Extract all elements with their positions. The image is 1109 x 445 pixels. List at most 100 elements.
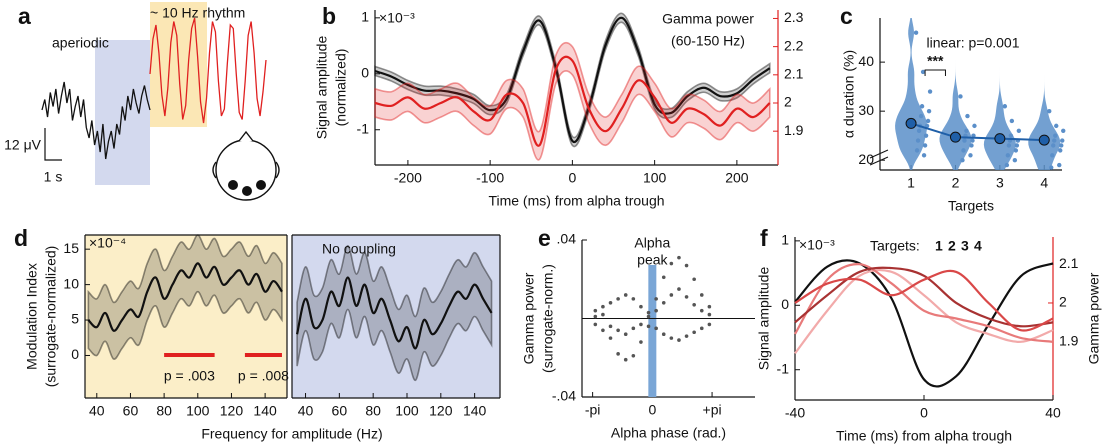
y-axis-label: (surrogate-normalized) bbox=[43, 246, 59, 388]
significance-label: p = .008 bbox=[238, 368, 289, 384]
legend-entry: 3 bbox=[961, 238, 969, 254]
data-point bbox=[654, 297, 658, 301]
y-axis-label: Gamma power bbox=[521, 272, 537, 364]
trace bbox=[149, 17, 267, 124]
data-point bbox=[922, 143, 928, 148]
data-point bbox=[601, 328, 605, 333]
line bbox=[374, 16, 771, 144]
data-point bbox=[1051, 143, 1056, 148]
data-point bbox=[1053, 133, 1058, 138]
y2-tick-label: 2.1 bbox=[1059, 255, 1079, 271]
data-point bbox=[1057, 162, 1062, 168]
data-point bbox=[623, 293, 628, 297]
x-tick-label: 3 bbox=[996, 175, 1004, 191]
y2-tick-label: 1.9 bbox=[784, 122, 804, 138]
data-point bbox=[972, 123, 977, 129]
data-point bbox=[924, 123, 930, 129]
data-point bbox=[646, 310, 651, 315]
legend-entry: 2 bbox=[948, 238, 956, 254]
line bbox=[794, 268, 1054, 355]
highlight-band bbox=[648, 265, 657, 397]
significance-label: *** bbox=[927, 53, 944, 69]
y-axis-label: (surrogate-norm.) bbox=[540, 264, 556, 373]
data-point bbox=[969, 143, 974, 148]
data-point bbox=[639, 322, 643, 327]
mean-marker bbox=[1038, 134, 1050, 146]
data-point bbox=[677, 338, 681, 342]
data-point bbox=[1014, 143, 1020, 148]
data-point bbox=[677, 255, 681, 260]
y-multiplier: ×10⁻⁴ bbox=[89, 235, 126, 251]
data-point bbox=[692, 302, 696, 307]
data-point bbox=[1060, 138, 1065, 143]
data-point bbox=[1002, 104, 1008, 109]
y-tick-label: 15 bbox=[63, 240, 79, 256]
data-point bbox=[608, 324, 613, 329]
data-point bbox=[593, 322, 598, 327]
data-point bbox=[918, 113, 924, 119]
y-tick-label: 1 bbox=[361, 9, 369, 25]
plot-background bbox=[292, 235, 500, 398]
y2-axis-label: Gamma power bbox=[662, 11, 754, 27]
data-point bbox=[654, 326, 658, 331]
y-tick-label: -1 bbox=[357, 120, 370, 136]
data-point bbox=[669, 261, 674, 266]
significance-label: p = .003 bbox=[164, 368, 215, 384]
x-tick-label: 100 bbox=[643, 170, 667, 186]
mean-marker bbox=[905, 117, 917, 129]
data-point bbox=[958, 94, 963, 99]
data-point bbox=[631, 326, 636, 331]
data-point bbox=[616, 297, 620, 301]
data-point bbox=[601, 312, 605, 317]
data-point bbox=[964, 128, 969, 133]
y-multiplier: ×10⁻³ bbox=[799, 237, 835, 253]
data-point bbox=[684, 263, 689, 268]
y2-tick-label: 2 bbox=[784, 94, 792, 110]
y-axis-label: Signal amplitude bbox=[314, 36, 330, 140]
data-point bbox=[1012, 157, 1018, 163]
electrode bbox=[256, 180, 266, 190]
data-point bbox=[669, 293, 674, 297]
data-point bbox=[923, 133, 929, 138]
x-tick-label: 60 bbox=[332, 403, 348, 419]
data-point bbox=[707, 312, 712, 317]
data-point bbox=[916, 128, 922, 133]
data-point bbox=[684, 295, 689, 299]
annotation: No coupling bbox=[322, 241, 396, 257]
x-tick-label: 40 bbox=[89, 403, 105, 419]
data-point bbox=[593, 308, 598, 313]
data-point bbox=[1005, 153, 1011, 158]
data-point bbox=[631, 297, 636, 301]
x-tick-label: 1 bbox=[907, 175, 915, 191]
line bbox=[794, 259, 1054, 388]
annotation: aperiodic bbox=[52, 35, 109, 51]
x-tick-label: 4 bbox=[1040, 175, 1048, 191]
data-point bbox=[623, 357, 628, 362]
data-point bbox=[1013, 148, 1019, 153]
data-point bbox=[919, 104, 925, 109]
y-tick-label: -1 bbox=[777, 360, 790, 376]
electrode bbox=[242, 186, 252, 196]
x-tick-label: 40 bbox=[298, 403, 314, 419]
scale-label: 12 μV bbox=[4, 137, 42, 153]
x-tick-label: -40 bbox=[785, 405, 805, 421]
data-point bbox=[1016, 128, 1022, 133]
data-point bbox=[608, 336, 613, 340]
data-point bbox=[707, 304, 712, 309]
annotation: linear: p=0.001 bbox=[926, 35, 1019, 51]
data-point bbox=[927, 89, 933, 94]
y-multiplier: ×10⁻³ bbox=[379, 10, 415, 26]
x-tick-label: 40 bbox=[1045, 405, 1061, 421]
plot-background bbox=[85, 235, 287, 398]
x-tick-label: 120 bbox=[220, 403, 244, 419]
legend-title: Targets: bbox=[870, 238, 920, 254]
data-point bbox=[699, 326, 704, 331]
data-point bbox=[1054, 123, 1059, 129]
data-point bbox=[913, 30, 919, 35]
line bbox=[295, 276, 493, 350]
line bbox=[794, 269, 1054, 332]
x-tick-label: 200 bbox=[725, 170, 749, 186]
data-point bbox=[692, 330, 696, 335]
data-point bbox=[654, 308, 658, 313]
